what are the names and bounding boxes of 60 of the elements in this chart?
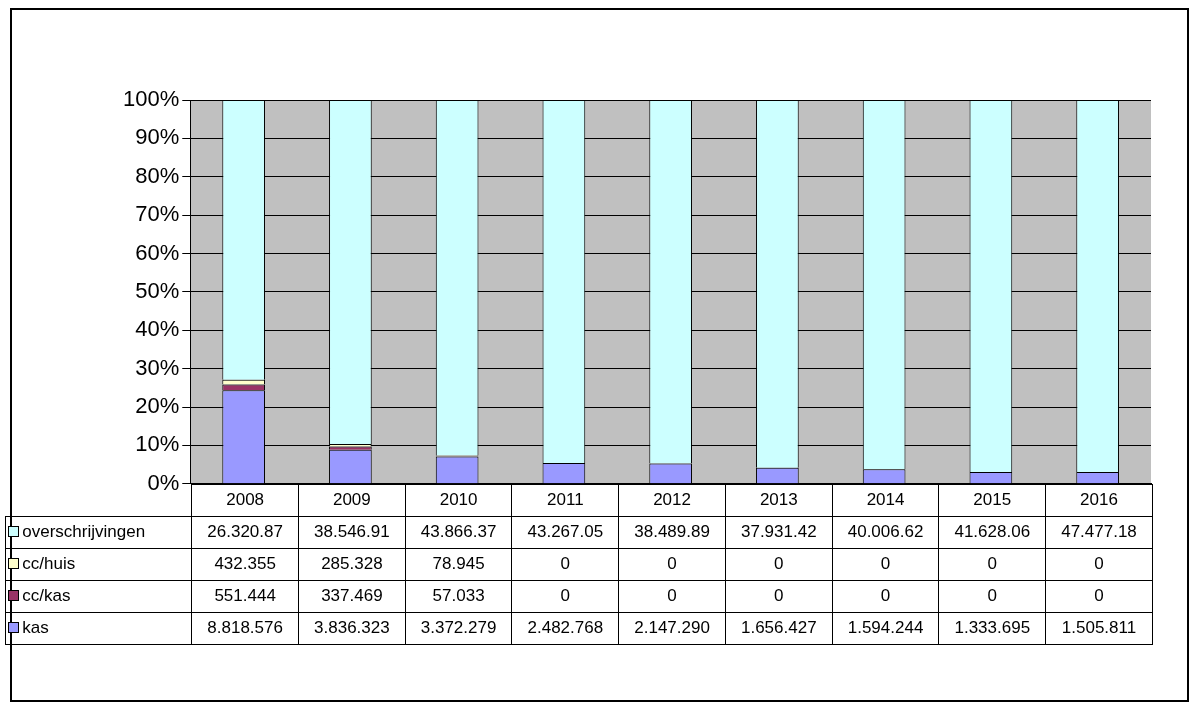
text: 0 [725, 548, 833, 581]
text: 3.372.279 [405, 612, 512, 645]
text: 26.320.87 [191, 516, 299, 549]
text: 0 [938, 580, 1046, 613]
x-tick-label: 2015 [938, 484, 1046, 517]
legend-label: cc/kas [5, 580, 192, 613]
text: 43.866.37 [405, 516, 512, 549]
text: 551.444 [191, 580, 299, 613]
text: 337.469 [298, 580, 406, 613]
text: 2.482.768 [511, 612, 619, 645]
text: 2.147.290 [618, 612, 726, 645]
y-tick-label: 0% [147, 469, 180, 495]
text: 1.505.811 [1045, 612, 1153, 645]
text: 1.594.244 [832, 612, 939, 645]
x-tick-label: 2010 [405, 484, 512, 517]
text: 0 [938, 548, 1046, 581]
text: 0 [832, 580, 939, 613]
text: 57.033 [405, 580, 512, 613]
y-tick-label: 10% [135, 431, 180, 457]
y-tick-label: 20% [135, 393, 180, 419]
text: 38.489.89 [618, 516, 726, 549]
text: 0 [1045, 580, 1153, 613]
text: 1.333.695 [938, 612, 1046, 645]
y-tick-label: 80% [135, 162, 180, 188]
text: 0 [511, 580, 619, 613]
y-tick-label: 100% [122, 86, 180, 112]
text: 285.328 [298, 548, 406, 581]
y-tick-label: 60% [135, 239, 180, 265]
x-tick-label: 2016 [1045, 484, 1153, 517]
x-tick-label: 2012 [618, 484, 726, 517]
text: 0 [511, 548, 619, 581]
text: 0 [725, 580, 833, 613]
text: 0 [618, 580, 726, 613]
text: 41.628.06 [938, 516, 1046, 549]
text: 38.546.91 [298, 516, 406, 549]
y-tick-label: 90% [135, 124, 180, 150]
y-tick-label: 70% [135, 201, 180, 227]
y-tick-label: 40% [135, 316, 180, 342]
text: 0 [618, 548, 726, 581]
y-tick-label: 50% [135, 277, 180, 303]
legend-label: overschrijvingen [5, 516, 192, 549]
text: 0 [1045, 548, 1153, 581]
legend-label: cc/huis [5, 548, 192, 581]
text: 40.006.62 [832, 516, 939, 549]
x-tick-label: 2008 [191, 484, 299, 517]
text: 8.818.576 [191, 612, 299, 645]
x-tick-label: 2011 [511, 484, 619, 517]
text: 0 [832, 548, 939, 581]
text: 3.836.323 [298, 612, 406, 645]
legend-label: kas [5, 612, 192, 645]
y-tick-label: 30% [135, 354, 180, 380]
text: 47.477.18 [1045, 516, 1153, 549]
text: 432.355 [191, 548, 299, 581]
text: 78.945 [405, 548, 512, 581]
x-tick-label: 2009 [298, 484, 406, 517]
text: 37.931.42 [725, 516, 833, 549]
x-tick-label: 2014 [832, 484, 939, 517]
text: 1.656.427 [725, 612, 833, 645]
text: 43.267.05 [511, 516, 619, 549]
x-tick-label: 2013 [725, 484, 833, 517]
